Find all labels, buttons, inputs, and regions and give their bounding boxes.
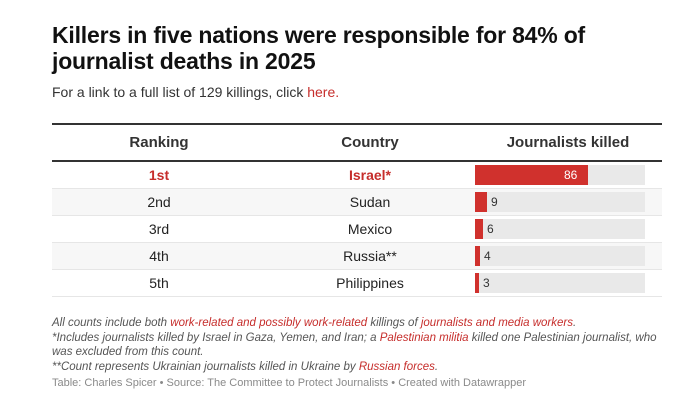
footnote-link[interactable]: work-related and possibly work-related xyxy=(170,317,368,329)
bar-value-label: 86 xyxy=(564,168,578,182)
column-header-country[interactable]: Country xyxy=(266,123,474,162)
ranking-cell: 2nd xyxy=(52,188,266,216)
journalists-killed-cell: 6 xyxy=(474,215,662,243)
footnote-line: **Count represents Ukrainian journalists… xyxy=(52,360,672,375)
ranking-cell: 1st xyxy=(52,161,266,189)
table-body: 1st Israel* 86 2nd Sudan 9 3rd Mexico 6 4th Russia… xyxy=(52,161,662,297)
footnote-text: killed one Palestinian journalist, who w… xyxy=(52,331,657,359)
journalists-killed-cell: 9 xyxy=(474,188,662,216)
table-header-row: Ranking Country Journalists killed xyxy=(52,123,662,162)
table-row: 2nd Sudan 9 xyxy=(52,188,662,216)
table-row: 1st Israel* 86 xyxy=(52,161,662,189)
chart-title: Killers in five nations were responsible… xyxy=(52,22,586,74)
country-cell: Mexico xyxy=(266,215,474,243)
footnote-text: . xyxy=(572,317,577,329)
journalists-killed-cell: 4 xyxy=(474,242,662,270)
chart-credit: Table: Charles Spicer • Source: The Comm… xyxy=(52,377,526,389)
ranking-cell: 3rd xyxy=(52,215,266,243)
column-header-journalists-killed[interactable]: Journalists killed xyxy=(474,123,662,162)
bar-philippines xyxy=(475,273,479,293)
chart-notes: All counts include both work-related and… xyxy=(52,316,672,374)
footnote-text: **Count represents Ukrainian journalists… xyxy=(52,360,359,373)
footnote-line: All counts include both work-related and… xyxy=(52,316,672,331)
table-row: 5th Philippines 3 xyxy=(52,269,662,297)
chart-subtitle: For a link to a full list of 129 killing… xyxy=(52,84,662,100)
footnote-line: *Includes journalists killed by Israel i… xyxy=(52,331,672,360)
footnote-link[interactable]: Russian forces xyxy=(358,360,435,373)
bar-value-label: 9 xyxy=(491,195,498,209)
bar-value-label: 6 xyxy=(487,222,494,236)
bar-track: 9 xyxy=(475,192,645,212)
bar-track: 86 xyxy=(475,165,645,185)
footnote-text: killings of xyxy=(367,317,421,329)
subtitle-text: For a link to a full list of 129 killing… xyxy=(52,84,308,100)
bar-track: 3 xyxy=(475,273,645,293)
ranking-cell: 5th xyxy=(52,269,266,297)
bar-russia xyxy=(475,246,480,266)
ranking-cell: 4th xyxy=(52,242,266,270)
footnote-text: *Includes journalists killed by Israel i… xyxy=(52,331,380,344)
column-header-ranking[interactable]: Ranking xyxy=(52,123,266,162)
data-table: Ranking Country Journalists killed 1st Is… xyxy=(52,123,662,297)
bar-track: 6 xyxy=(475,219,645,239)
bar-israel xyxy=(475,165,588,185)
footnote-text: All counts include both xyxy=(52,317,171,329)
footnote-text: . xyxy=(434,360,439,373)
country-cell: Russia** xyxy=(266,242,474,270)
bar-mexico xyxy=(475,219,483,239)
table-row: 3rd Mexico 6 xyxy=(52,215,662,243)
footnote-link[interactable]: Palestinian militia xyxy=(379,331,469,344)
bar-track: 4 xyxy=(475,246,645,266)
chart-header: Killers in five nations were responsible… xyxy=(52,22,662,100)
full-list-link[interactable]: here. xyxy=(307,84,340,100)
country-cell: Sudan xyxy=(266,188,474,216)
country-cell: Israel* xyxy=(266,161,474,189)
bar-value-label: 4 xyxy=(484,249,491,263)
table-row: 4th Russia** 4 xyxy=(52,242,662,270)
bar-value-label: 3 xyxy=(483,276,490,290)
bar-sudan xyxy=(475,192,487,212)
journalists-killed-cell: 3 xyxy=(474,269,662,297)
footnote-link[interactable]: journalists and media workers xyxy=(420,317,573,329)
country-cell: Philippines xyxy=(266,269,474,297)
journalists-killed-cell: 86 xyxy=(474,161,662,189)
